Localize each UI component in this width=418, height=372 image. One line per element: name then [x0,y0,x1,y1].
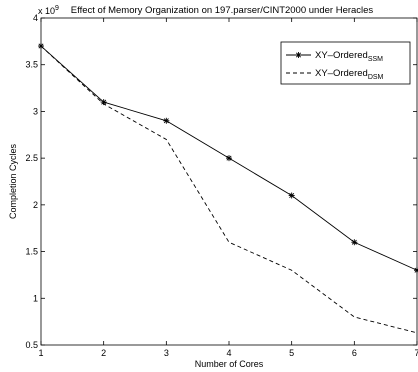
x-tick-label: 5 [289,348,294,358]
legend-entry-dsm-sub: DSM [368,74,384,81]
legend-entry-ssm-name: XY–Ordered [315,50,368,61]
y-tick-label: 4 [33,13,38,23]
plot-layer [38,43,418,334]
legend-star-marker [295,52,302,58]
chart-title: Effect of Memory Organization on 197.par… [71,5,374,16]
y-tick-label: 3 [33,106,38,116]
x-tick-label: 6 [352,348,357,358]
legend: XY–OrderedSSM XY–OrderedDSM [280,41,411,85]
x-tick-label: 3 [164,348,169,358]
y-tick-label: 2 [33,200,38,210]
y-tick-label: 1.5 [25,247,38,257]
legend-marker-ssm [295,52,302,58]
data-point-ssm [163,117,170,124]
x-tick-label: 4 [226,348,231,358]
y-tick-label: 2.5 [25,153,38,163]
legend-entry-ssm: XY–OrderedSSM [315,50,383,63]
y-axis-exponent: x 109 [38,5,59,16]
data-point-ssm [226,155,232,162]
data-point-ssm [351,239,358,246]
y-tick-label: 0.5 [25,340,38,350]
legend-entry-ssm-sub: SSM [368,56,383,63]
y-tick-label: 3.5 [25,60,38,70]
x-tick-label: 2 [101,348,106,358]
legend-entry-dsm: XY–OrderedDSM [315,68,384,81]
x-axis-label: Number of Cores [195,359,264,369]
y-exponent-power: 9 [55,5,59,12]
legend-entry-dsm-name: XY–Ordered [315,68,368,79]
data-point-ssm [288,192,295,199]
y-exponent-base: x 10 [38,6,55,16]
series-line-dsm [40,45,418,334]
y-axis-label: Completion Cycles [8,143,18,219]
y-tick-label: 1 [33,293,38,303]
ticks-layer: 1 2 3 4 5 6 70.511.522.533.54 [25,13,418,358]
legend-box [280,41,411,85]
x-tick-label: 1 [38,348,43,358]
data-point-ssm [100,99,107,106]
x-tick-label: 7 [414,348,418,358]
